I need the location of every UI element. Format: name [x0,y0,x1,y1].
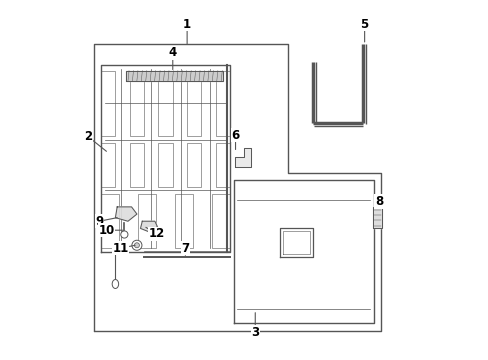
Text: 6: 6 [231,129,239,149]
Bar [101,194,119,248]
Text: 4: 4 [168,46,177,69]
Text: 1: 1 [183,18,191,44]
Text: 12: 12 [145,227,164,240]
Bar [158,143,172,186]
Bar [158,71,172,136]
Text: 3: 3 [251,313,259,339]
Text: 11: 11 [112,242,135,255]
Bar [175,194,193,248]
Text: 9: 9 [95,215,117,228]
Text: 5: 5 [360,18,368,42]
Text: 8: 8 [373,195,382,209]
Text: 10: 10 [98,224,122,237]
Bar [187,143,201,186]
Bar [101,71,115,136]
Polygon shape [115,207,137,221]
Polygon shape [234,148,250,167]
Bar [187,71,201,136]
Bar [212,194,230,248]
Circle shape [121,231,128,238]
Bar [101,143,115,186]
Ellipse shape [112,279,119,288]
Polygon shape [372,207,381,228]
Bar [129,143,144,186]
Bar [138,194,156,248]
Bar [215,71,230,136]
Bar [215,143,230,186]
Text: 2: 2 [84,130,106,151]
Text: 7: 7 [181,242,189,255]
Circle shape [134,243,139,248]
Circle shape [132,240,142,250]
Polygon shape [140,221,157,232]
Bar [129,71,144,136]
